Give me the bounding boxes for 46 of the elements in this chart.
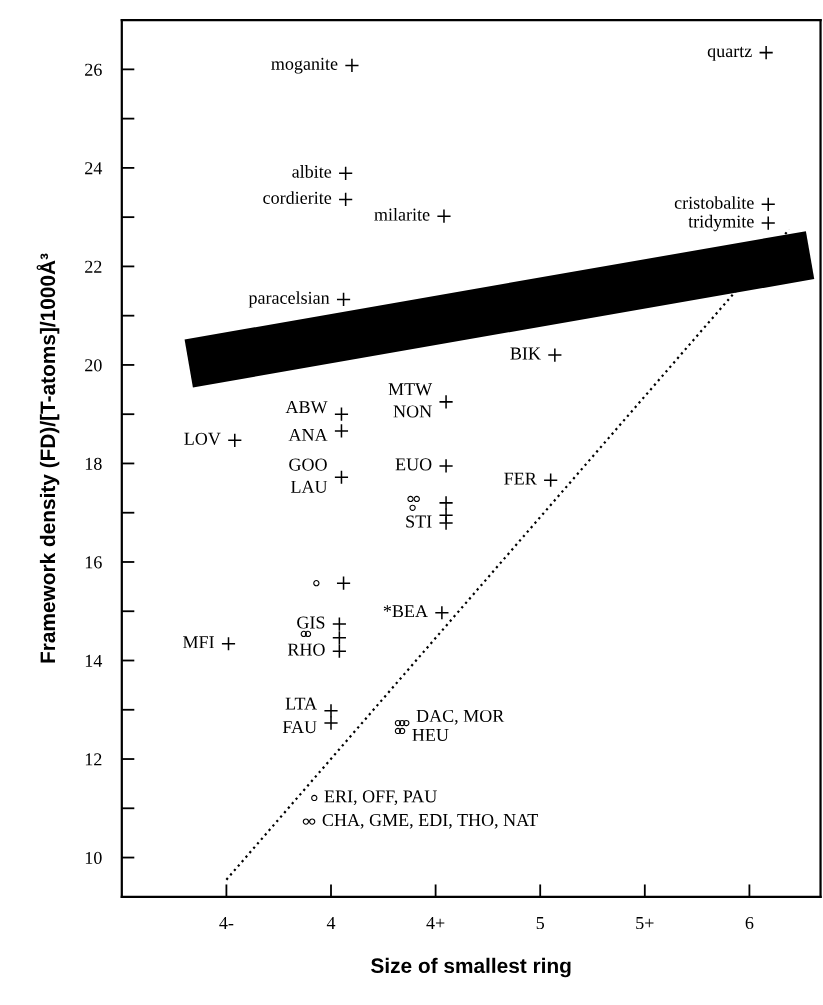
annotation: FAU — [282, 721, 317, 734]
annotation: MFI — [183, 636, 214, 649]
annotation: paracelsian — [248, 291, 330, 308]
annotation: cordierite — [263, 191, 332, 204]
x-tick-label: 4 — [326, 917, 336, 929]
x-axis-title: Size of smallest ring — [371, 957, 571, 978]
y-axis-title: Framework density (FD)/[T-atoms]/1000Å³ — [36, 253, 60, 663]
x-tick-label: 4+ — [426, 917, 445, 929]
y-tick-label: 12 — [85, 753, 102, 766]
y-tick-label: 24 — [85, 162, 103, 175]
annotation: EUO — [395, 458, 432, 471]
annotation: MTW — [388, 383, 433, 396]
annotation: RHO — [287, 643, 325, 656]
x-tick-label: 4- — [219, 917, 234, 929]
annotation: ERI, OFF, PAU — [324, 790, 437, 806]
annotation: CHA, GME, EDI, THO, NAT — [322, 813, 538, 829]
x-tick-label: 6 — [745, 916, 754, 930]
y-tick-label: 16 — [85, 556, 102, 569]
y-tick-label: 22 — [85, 260, 102, 273]
x-tick-label: 5+ — [636, 917, 654, 930]
annotation: tridymite — [688, 214, 754, 232]
y-tick-label: 10 — [85, 851, 102, 864]
annotation: *BEA — [383, 605, 428, 618]
annotation: GIS — [297, 616, 325, 629]
y-tick-label: 20 — [85, 359, 102, 372]
annotation: ANA — [288, 428, 328, 441]
y-tick-label: 18 — [85, 457, 102, 470]
annotation: DAC, MOR — [416, 709, 505, 725]
annotation: albite — [292, 165, 332, 178]
annotation: NON — [393, 405, 432, 418]
y-tick-label: 26 — [85, 63, 102, 76]
annotation: STI — [406, 515, 432, 528]
y-tick-label: 14 — [85, 654, 103, 667]
annotation: ABW — [285, 401, 328, 414]
annotation: LAU — [290, 480, 328, 493]
annotation: LTA — [285, 697, 317, 710]
annotation: GOO — [289, 458, 327, 471]
annotation: quartz — [707, 46, 752, 61]
x-tick-label: 5 — [536, 917, 545, 930]
annotation: HEU — [412, 729, 449, 742]
annotation: BIK — [510, 347, 541, 360]
annotation: FER — [504, 472, 537, 485]
annotation: cristobalite — [674, 196, 754, 209]
annotation: moganite — [271, 57, 338, 74]
annotation: LOV — [184, 432, 221, 445]
annotation: milarite — [374, 207, 430, 221]
